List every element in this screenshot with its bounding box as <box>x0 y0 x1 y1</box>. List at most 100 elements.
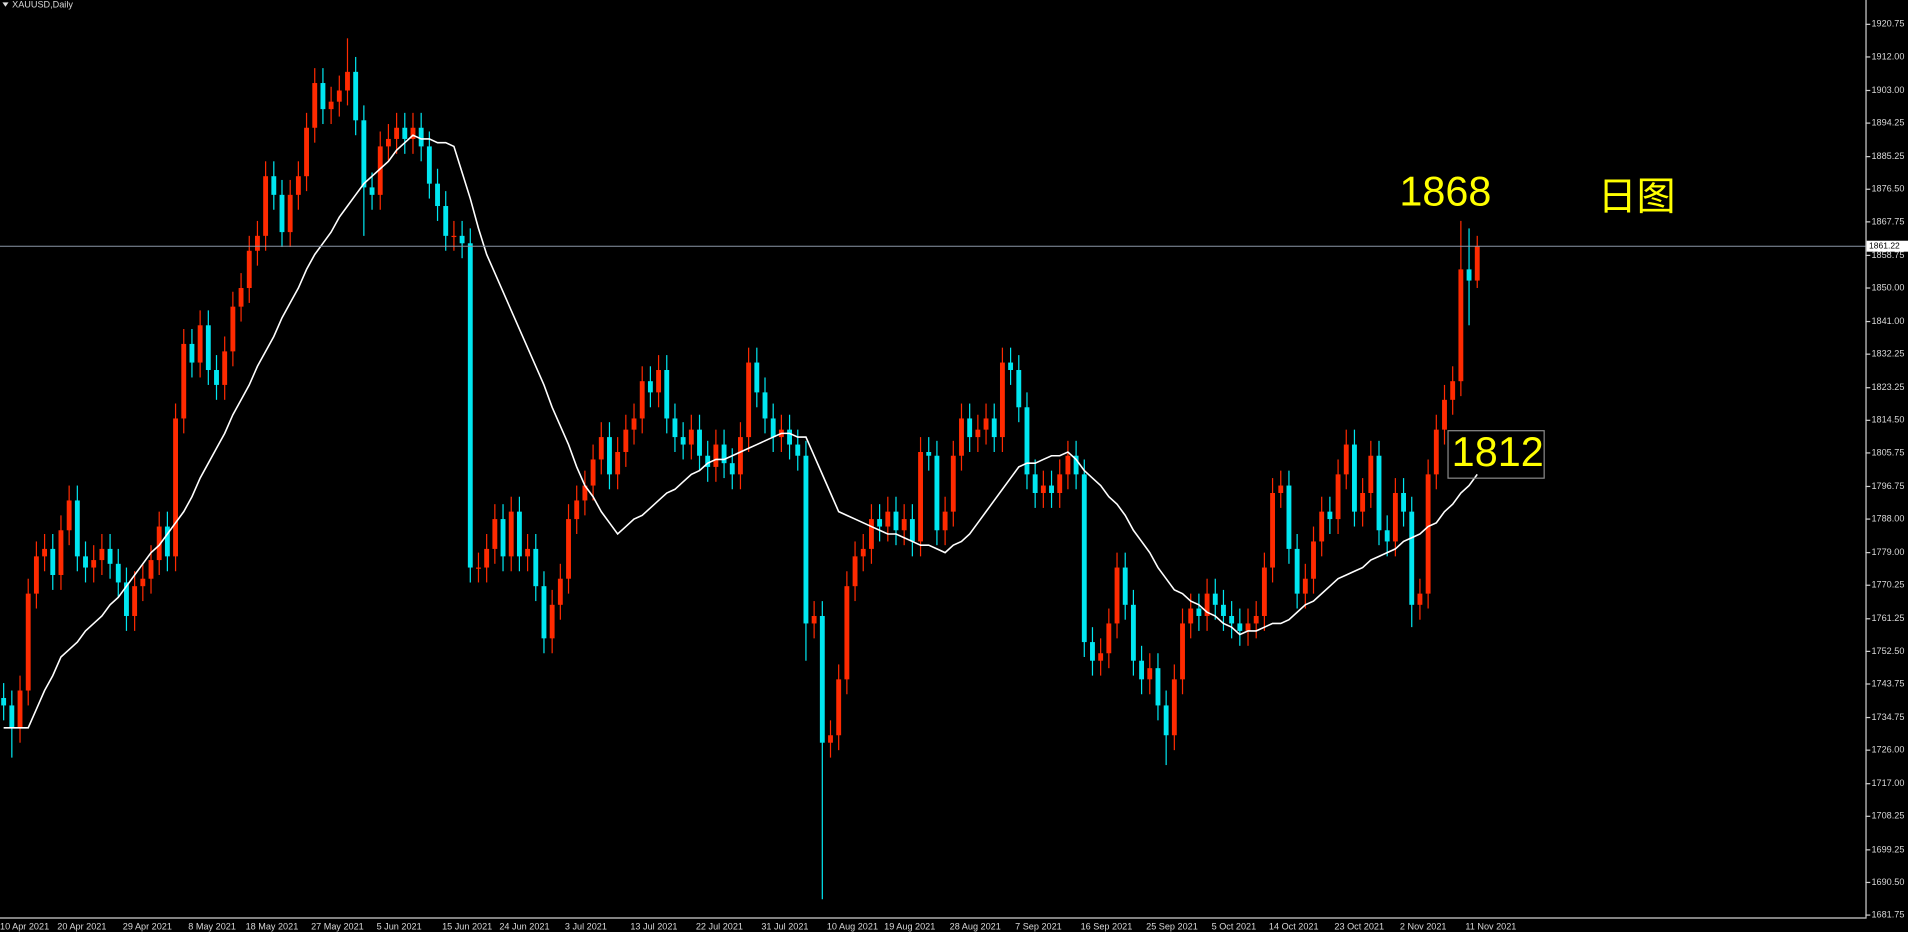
candle-body <box>852 556 858 587</box>
candle-body <box>1474 246 1480 281</box>
candle-body <box>312 83 318 128</box>
candle-body <box>1221 604 1226 616</box>
candle-body <box>738 437 743 475</box>
candle-body <box>1302 578 1308 594</box>
annotation-box <box>1447 430 1545 479</box>
candle-body <box>58 530 64 575</box>
x-tick-label: 5 Oct 2021 <box>1212 922 1257 932</box>
candle-body <box>1335 474 1341 520</box>
candle-body <box>926 452 932 456</box>
candle-body <box>451 235 457 238</box>
candle-body <box>901 519 907 531</box>
y-tick-label: 1805.75 <box>1871 447 1904 457</box>
x-tick-label: 27 May 2021 <box>311 922 364 932</box>
candle-body <box>1163 705 1169 736</box>
candle-body <box>173 418 179 557</box>
candle-body <box>934 455 940 531</box>
candle-body <box>1090 642 1095 661</box>
candle-body <box>328 101 334 110</box>
candle-body <box>647 381 653 393</box>
x-tick-label: 31 Jul 2021 <box>761 922 808 932</box>
x-tick-label: 18 May 2021 <box>246 922 299 932</box>
candle-body <box>91 560 97 568</box>
y-tick-label: 1734.75 <box>1871 712 1904 722</box>
candle-body <box>582 485 588 501</box>
candle-body <box>746 362 752 438</box>
candle-body <box>795 444 801 456</box>
candle-body <box>50 548 56 575</box>
candle-body <box>1433 429 1439 475</box>
candle-body <box>819 615 825 743</box>
candle-body <box>893 511 899 531</box>
y-tick-label: 1885.25 <box>1871 151 1904 161</box>
x-tick-label: 13 Jul 2021 <box>630 922 677 932</box>
candle-body <box>1237 623 1243 631</box>
candle-body <box>1065 455 1071 475</box>
annotation: 1812 <box>1452 429 1544 475</box>
x-tick-label: 20 Apr 2021 <box>57 922 106 932</box>
x-tick-label: 2 Nov 2021 <box>1400 922 1447 932</box>
candle-body <box>664 370 670 419</box>
candle-body <box>983 418 989 430</box>
y-tick-label: 1770.25 <box>1871 580 1904 590</box>
candle-body <box>42 548 48 557</box>
candle-body <box>1024 407 1030 475</box>
candle-body <box>787 429 792 445</box>
candle-body <box>1261 567 1267 616</box>
candle-body <box>1229 615 1235 624</box>
candle-body <box>1196 608 1202 616</box>
candle-body <box>697 429 702 456</box>
candle-body <box>435 183 440 207</box>
candle-body <box>222 351 228 385</box>
candle-body <box>860 548 866 557</box>
candle-body <box>607 437 612 475</box>
candle-body <box>205 325 211 371</box>
candle-body <box>623 429 629 453</box>
candle-body <box>271 176 277 195</box>
x-tick-label: 29 Apr 2021 <box>123 922 172 932</box>
candle-body <box>950 455 956 512</box>
candle-body <box>868 519 874 549</box>
x-tick-label: 28 Aug 2021 <box>950 922 1001 932</box>
x-tick-label: 19 Aug 2021 <box>884 922 935 932</box>
candle-body <box>459 235 465 244</box>
candle-body <box>1278 485 1284 493</box>
candle-body <box>877 519 883 527</box>
candle-body <box>713 444 719 467</box>
y-tick-label: 1743.75 <box>1871 678 1904 688</box>
candle-body <box>1155 668 1161 706</box>
y-tick-label: 1850.00 <box>1871 282 1904 292</box>
x-tick-label: 24 Jun 2021 <box>499 922 549 932</box>
candle-body <box>1040 485 1046 493</box>
candle-body <box>418 127 424 147</box>
candle-body <box>1442 399 1447 430</box>
y-tick-label: 1823.25 <box>1871 382 1904 392</box>
candle-body <box>574 500 580 520</box>
candle-body <box>181 343 187 419</box>
candle-body <box>705 455 711 467</box>
x-tick-label: 14 Oct 2021 <box>1269 922 1319 932</box>
candle-body <box>385 138 391 147</box>
x-tick-label: 16 Sep 2021 <box>1081 922 1133 932</box>
candle-body <box>164 526 170 557</box>
y-tick-label: 1841.00 <box>1871 316 1904 326</box>
y-tick-label: 1876.50 <box>1871 184 1904 194</box>
candle-body <box>557 578 563 605</box>
candle-body <box>598 437 604 460</box>
candle-body <box>721 444 727 464</box>
candle-body <box>295 176 301 195</box>
candle-body <box>197 325 203 363</box>
candle-body <box>1016 370 1022 408</box>
candle-body <box>1401 492 1406 512</box>
y-tick-label: 1779.00 <box>1871 547 1904 557</box>
candle-body <box>66 500 72 531</box>
candle-body <box>1368 455 1374 493</box>
candle-body <box>99 548 105 561</box>
y-tick-label: 1761.25 <box>1871 613 1904 623</box>
candle-body <box>148 560 154 579</box>
candle-body <box>1171 679 1177 736</box>
current-price-label: 1861.22 <box>1869 240 1900 250</box>
annotation: 1868 <box>1399 169 1491 215</box>
candle-body <box>1147 668 1153 680</box>
